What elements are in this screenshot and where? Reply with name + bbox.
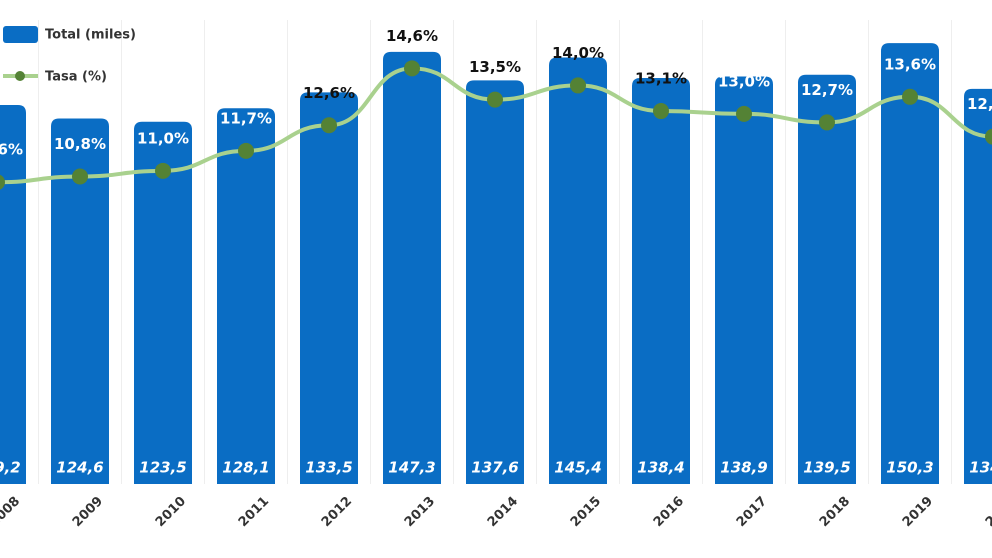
rate-marker [72, 168, 88, 185]
rate-marker [0, 174, 5, 190]
bar [51, 118, 109, 485]
bar-value-label: 145,4 [554, 459, 601, 477]
rate-value-label: 10,8% [54, 135, 106, 153]
x-tick-label: 2018 [817, 494, 853, 530]
rate-value-label: 13,5% [469, 58, 521, 76]
bar [300, 92, 358, 485]
bar-value-label: 150,3 [886, 459, 933, 477]
x-tick-label: 2008 [0, 494, 23, 530]
rate-marker [985, 128, 992, 145]
bar [217, 108, 275, 485]
x-tick-label: 2013 [402, 494, 438, 530]
x-tick-label: 2020 [983, 494, 992, 530]
x-tick-label: 2012 [319, 494, 355, 530]
x-tick-label: 2011 [236, 494, 272, 530]
rate-value-label: 14,0% [552, 44, 604, 62]
bar [715, 76, 773, 484]
x-tick-label: 2010 [153, 494, 189, 530]
rate-value-label: 12,6% [303, 84, 355, 102]
bar [0, 105, 26, 484]
rate-marker [653, 103, 669, 120]
x-tick-label: 2016 [651, 494, 687, 530]
x-tick-label: 2019 [900, 494, 936, 530]
x-tick-label: 2017 [734, 494, 770, 530]
bar-value-label: 134,7 [969, 459, 992, 477]
rate-marker [819, 114, 835, 131]
rate-marker [321, 117, 337, 134]
rate-value-label: 12,2% [967, 95, 992, 113]
bar [632, 78, 690, 484]
x-tick-label: 2014 [485, 494, 521, 530]
bar-value-label: 138,9 [720, 459, 767, 477]
bar [383, 51, 441, 485]
rate-marker [736, 105, 752, 122]
rate-value-label: 12,7% [801, 81, 853, 99]
legend-marker [15, 71, 25, 81]
bar-value-label: 147,3 [388, 459, 435, 477]
rate-marker [404, 60, 420, 77]
rate-marker [570, 77, 586, 94]
bar-value-label: 133,5 [305, 459, 352, 477]
rate-marker [487, 91, 503, 108]
legend-label: Total (miles) [45, 28, 136, 43]
bar-value-label: 139,5 [803, 459, 850, 477]
rate-value-label: 10,6% [0, 141, 23, 159]
bar-value-label: 124,6 [56, 459, 103, 477]
bar [798, 74, 856, 485]
rate-value-label: 13,6% [884, 55, 936, 73]
bar-value-label: 129,2 [0, 459, 21, 477]
bar-value-label: 123,5 [139, 459, 186, 477]
bar-value-label: 137,6 [471, 459, 518, 477]
rate-value-label: 14,6% [386, 27, 438, 45]
rate-value-label: 13,0% [718, 72, 770, 90]
legend-label: Tasa (%) [45, 70, 107, 85]
rate-value-label: 13,1% [635, 70, 687, 88]
rate-marker [155, 162, 171, 179]
bar [964, 88, 992, 484]
rate-marker [902, 88, 918, 105]
bar [134, 121, 192, 484]
bar-value-label: 138,4 [637, 459, 684, 477]
bar [881, 43, 939, 485]
x-tick-label: 2009 [70, 494, 106, 530]
rate-value-label: 11,7% [220, 109, 272, 127]
bar [549, 57, 607, 484]
legend-swatch [3, 26, 38, 43]
rate-marker [238, 142, 254, 159]
rate-value-label: 11,0% [137, 129, 189, 147]
x-tick-label: 2015 [568, 494, 604, 530]
bar [466, 80, 524, 484]
bar-value-label: 128,1 [222, 459, 269, 477]
